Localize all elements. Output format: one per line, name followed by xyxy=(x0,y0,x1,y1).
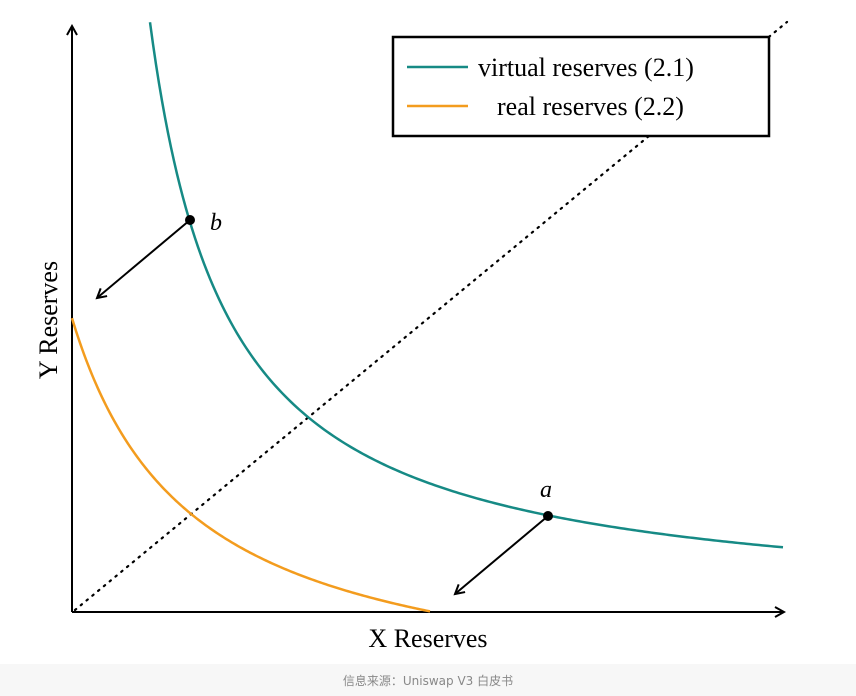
x-axis-label: X Reserves xyxy=(368,624,487,653)
arrow-b xyxy=(97,219,191,298)
legend-label: virtual reserves (2.1) xyxy=(478,53,694,82)
point-label: a xyxy=(540,477,552,503)
legend-box xyxy=(391,35,771,138)
virtual-curve xyxy=(148,22,784,549)
y-axis-label: Y Reserves xyxy=(34,261,63,379)
diagram: b a virtual reserves (2.1) real reserves… xyxy=(34,20,789,653)
arrow-a xyxy=(455,515,549,594)
caption: 信息来源：Uniswap V3 白皮书 xyxy=(0,664,856,696)
legend-label: real reserves (2.2) xyxy=(497,92,684,121)
point-label: b xyxy=(210,210,222,236)
point-b xyxy=(185,215,195,225)
point-a xyxy=(543,511,553,521)
real-curve xyxy=(70,317,431,613)
